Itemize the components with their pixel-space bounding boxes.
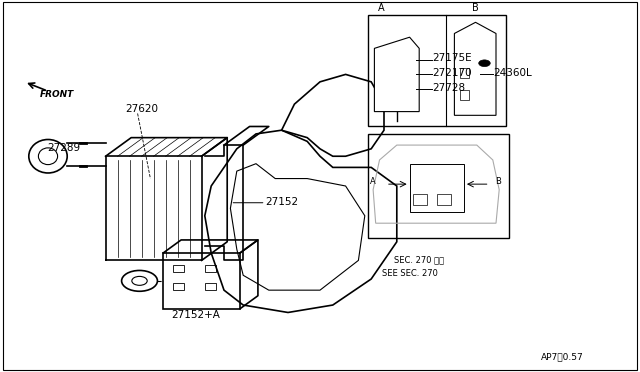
Text: SEE SEC. 270: SEE SEC. 270 <box>382 269 438 278</box>
Polygon shape <box>282 74 384 156</box>
Text: FRONT: FRONT <box>40 90 74 99</box>
Text: 27728: 27728 <box>432 83 465 93</box>
Text: B: B <box>472 3 479 13</box>
Text: 27152: 27152 <box>266 196 299 206</box>
Bar <box>413 194 427 205</box>
Text: 24360L: 24360L <box>493 68 532 78</box>
Text: A: A <box>378 3 384 13</box>
Ellipse shape <box>29 140 67 173</box>
Text: 27175E: 27175E <box>432 53 472 63</box>
Bar <box>205 283 216 290</box>
Bar <box>163 253 240 309</box>
Bar <box>173 283 184 290</box>
Text: 272170: 272170 <box>432 68 472 78</box>
Circle shape <box>122 270 157 291</box>
Polygon shape <box>454 22 496 115</box>
Polygon shape <box>205 130 397 312</box>
Circle shape <box>132 276 147 285</box>
Text: A: A <box>370 177 376 186</box>
Text: 27152+A: 27152+A <box>172 310 220 320</box>
Polygon shape <box>374 37 419 112</box>
Circle shape <box>479 60 490 67</box>
Text: AP7＊0.57: AP7＊0.57 <box>541 352 584 361</box>
Text: B: B <box>495 177 500 186</box>
Bar <box>460 68 469 78</box>
Text: SEC. 270 参照: SEC. 270 参照 <box>394 255 444 264</box>
Bar <box>437 194 451 205</box>
Bar <box>460 90 469 100</box>
Bar <box>410 164 464 212</box>
Bar <box>173 265 184 272</box>
Bar <box>205 265 216 272</box>
Bar <box>368 15 506 126</box>
Text: 27289: 27289 <box>47 142 81 153</box>
Bar <box>368 134 509 238</box>
Ellipse shape <box>38 148 58 165</box>
Text: 27620: 27620 <box>125 103 158 113</box>
